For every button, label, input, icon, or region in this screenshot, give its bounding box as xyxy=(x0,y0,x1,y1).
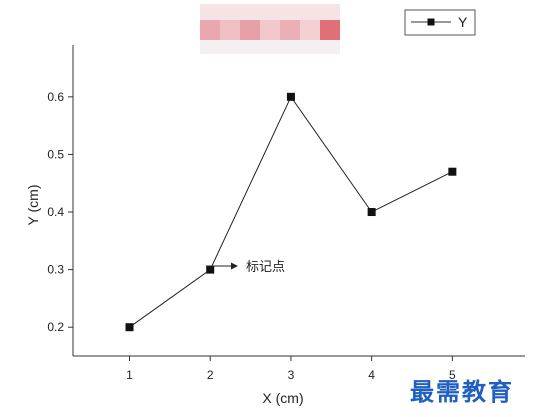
legend: Y xyxy=(404,9,476,36)
annotation: 标记点 xyxy=(206,260,285,275)
y-tick-label: 0.2 xyxy=(47,320,64,334)
x-tick-label: 1 xyxy=(126,368,133,382)
y-tick-label: 0.6 xyxy=(47,90,64,104)
x-tick-label: 3 xyxy=(288,368,295,382)
x-tick-label: 5 xyxy=(449,368,456,382)
annotation-text: 标记点 xyxy=(246,260,285,275)
y-tick-label: 0.4 xyxy=(47,205,64,219)
legend-label: Y xyxy=(458,14,468,30)
x-tick-label: 4 xyxy=(368,368,375,382)
annotation-arrow-head xyxy=(231,262,238,270)
redacted-title-blur xyxy=(200,4,340,54)
y-tick-label: 0.5 xyxy=(47,147,64,161)
x-tick-label: 2 xyxy=(207,368,214,382)
data-point-marker xyxy=(286,92,295,101)
y-axis-title: Y (cm) xyxy=(25,185,41,226)
x-axis-title: X (cm) xyxy=(262,390,303,406)
watermark-text: 最需教育 xyxy=(410,377,514,406)
data-point-marker xyxy=(206,265,215,274)
series-line-y xyxy=(129,95,453,328)
data-point-marker xyxy=(367,208,376,217)
y-tick-label: 0.3 xyxy=(47,263,64,277)
data-point-marker xyxy=(448,167,457,176)
data-point-marker xyxy=(125,323,134,332)
legend-marker xyxy=(427,18,435,26)
